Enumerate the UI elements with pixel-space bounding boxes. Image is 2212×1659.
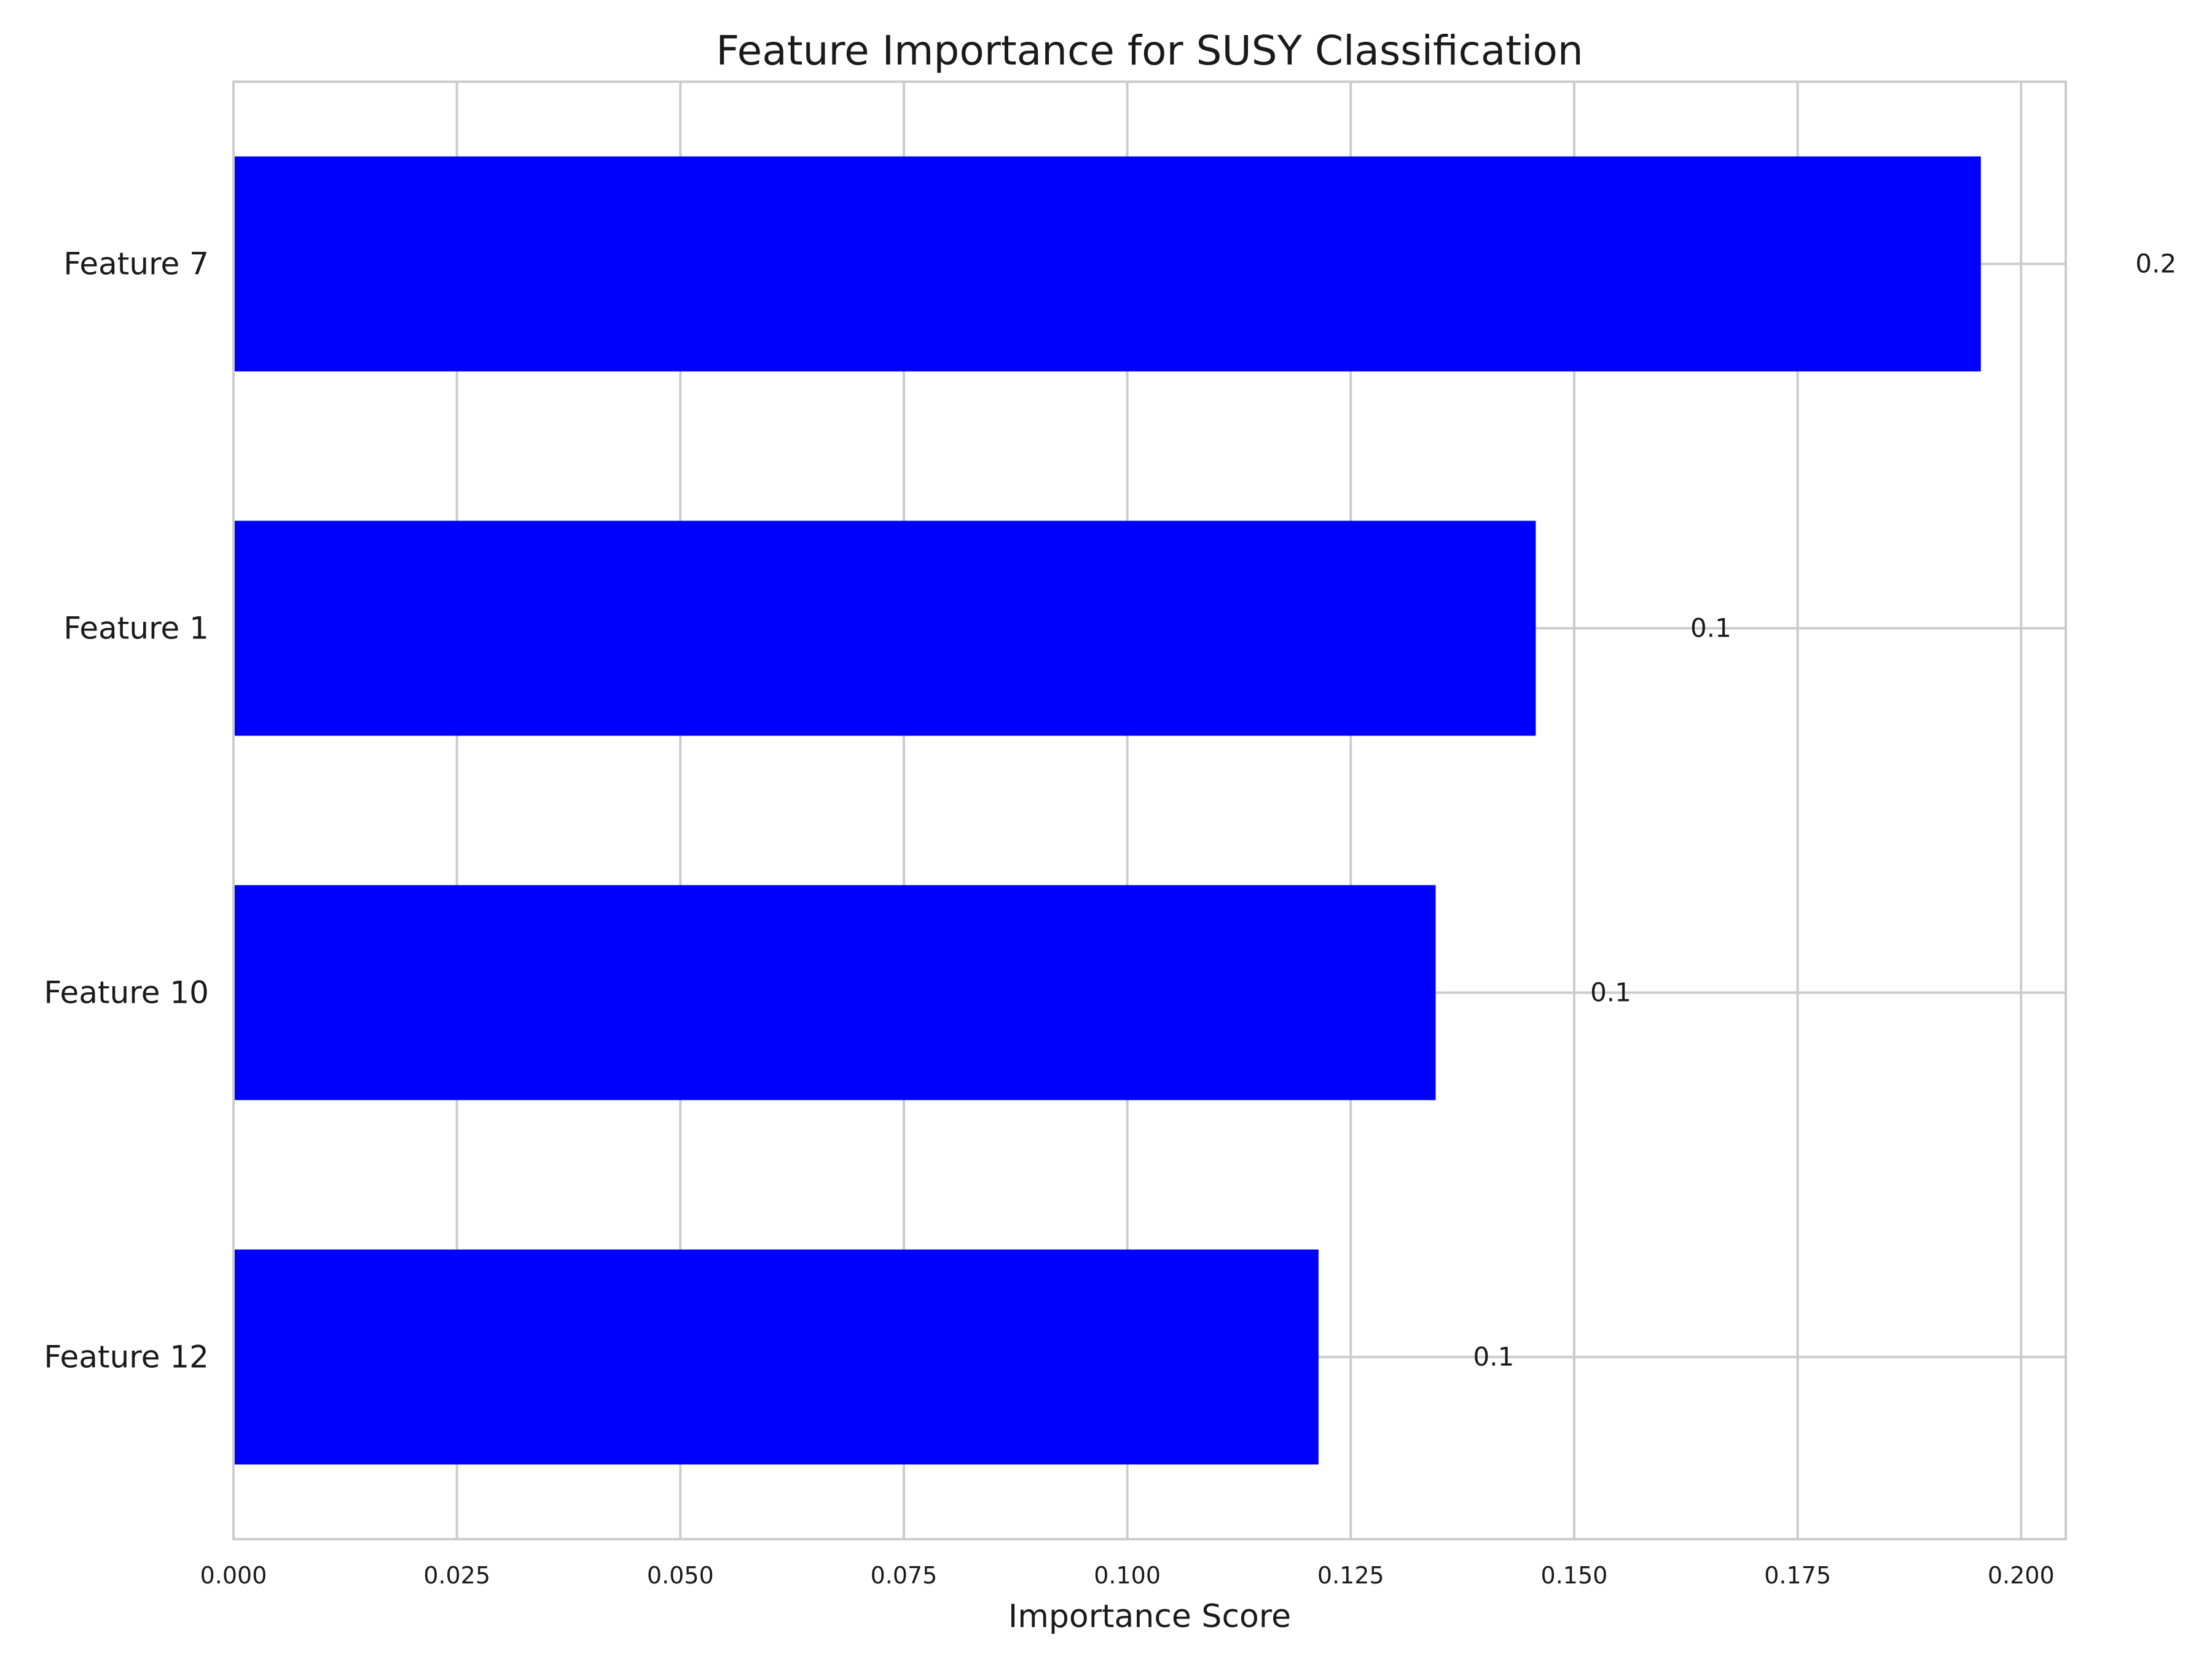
x-tick-label: 0.050	[647, 1562, 714, 1589]
chart-title: Feature Importance for SUSY Classificati…	[716, 27, 1583, 74]
y-tick-label: Feature 7	[63, 246, 209, 282]
x-axis-ticks: 0.000 0.025 0.050 0.075 0.100 0.125 0.150 0.175…	[200, 1562, 2055, 1589]
plot-frame	[232, 80, 2067, 1540]
x-tick-label: 0.200	[1988, 1562, 2055, 1589]
data-label: 0.2	[2135, 249, 2176, 279]
x-tick-label: 0.150	[1541, 1562, 1608, 1589]
x-tick-label: 0.075	[871, 1562, 938, 1589]
x-axis-label: Importance Score	[1008, 1598, 1291, 1635]
x-tick-label: 0.125	[1317, 1562, 1384, 1589]
x-tick-label: 0.100	[1094, 1562, 1161, 1589]
y-axis-ticks: Feature 7 Feature 1 Feature 10 Feature 12	[44, 246, 209, 1375]
x-tick-label: 0.025	[423, 1562, 490, 1589]
bar	[233, 1249, 1319, 1465]
bar	[233, 885, 1436, 1100]
y-tick-label: Feature 12	[44, 1339, 209, 1375]
bars	[233, 156, 1981, 1465]
data-labels: 0.2 0.1 0.1 0.1	[1473, 249, 2177, 1372]
y-tick-label: Feature 1	[63, 611, 209, 646]
bar	[233, 156, 1981, 372]
data-label: 0.1	[1473, 1342, 1515, 1372]
bar	[233, 520, 1536, 736]
data-label: 0.1	[1590, 978, 1631, 1008]
x-tick-label: 0.000	[200, 1562, 267, 1589]
data-label: 0.1	[1690, 613, 1732, 643]
y-tick-label: Feature 10	[44, 975, 209, 1011]
x-tick-label: 0.175	[1764, 1562, 1831, 1589]
